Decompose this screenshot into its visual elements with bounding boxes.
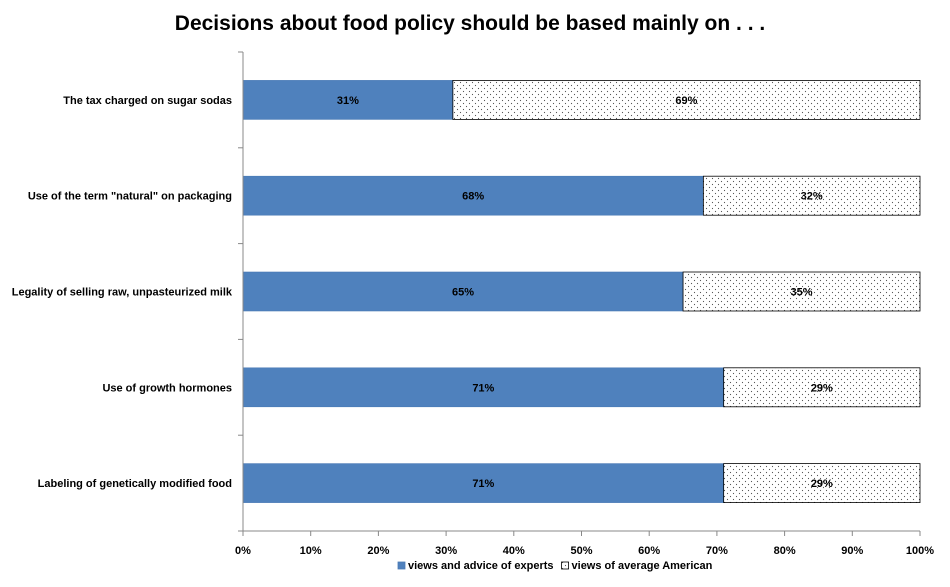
data-label: 65% bbox=[452, 287, 474, 299]
data-label: 29% bbox=[811, 382, 833, 394]
category-label: The tax charged on sugar sodas bbox=[63, 95, 232, 107]
x-tick-label: 50% bbox=[570, 545, 592, 557]
category-label: Use of growth hormones bbox=[102, 382, 232, 394]
bar-average-american-3 bbox=[682, 271, 921, 312]
data-label: 71% bbox=[472, 382, 494, 394]
bar-average-american-5 bbox=[723, 463, 921, 504]
data-label: 32% bbox=[801, 191, 823, 203]
bar-average-american-4 bbox=[723, 367, 921, 408]
bar-average-american-1 bbox=[452, 80, 921, 120]
bar-experts-4 bbox=[242, 367, 724, 408]
x-tick-label: 0% bbox=[235, 545, 251, 557]
x-tick-label: 30% bbox=[435, 545, 457, 557]
bar-average-american-2 bbox=[702, 175, 921, 216]
bar-experts-3 bbox=[242, 271, 684, 312]
legend-swatch-2 bbox=[561, 561, 569, 570]
chart-title: Decisions about food policy should be ba… bbox=[174, 12, 766, 35]
x-tick-label: 80% bbox=[774, 545, 796, 557]
legend-swatch-1 bbox=[397, 561, 406, 570]
x-tick-label: 20% bbox=[367, 545, 389, 557]
data-label: 69% bbox=[675, 95, 697, 107]
bar-experts-5 bbox=[242, 463, 724, 503]
x-tick-label: 70% bbox=[706, 545, 728, 557]
x-tick-label: 40% bbox=[503, 545, 525, 557]
category-label: Use of the term "natural" on packaging bbox=[28, 191, 232, 203]
data-label: 29% bbox=[811, 478, 833, 490]
legend-label-2: views of average American bbox=[572, 560, 713, 572]
x-tick-label: 90% bbox=[841, 545, 863, 557]
category-label: Labeling of genetically modified food bbox=[38, 478, 232, 490]
x-tick-label: 100% bbox=[906, 545, 934, 557]
x-tick-label: 10% bbox=[300, 545, 322, 557]
x-tick-label: 60% bbox=[638, 545, 660, 557]
category-label: Legality of selling raw, unpasteurized m… bbox=[12, 287, 233, 299]
data-label: 31% bbox=[337, 95, 359, 107]
data-label: 71% bbox=[472, 478, 494, 490]
data-label: 68% bbox=[462, 191, 484, 203]
data-label: 35% bbox=[791, 287, 813, 299]
legend-label-1: views and advice of experts bbox=[408, 560, 554, 572]
